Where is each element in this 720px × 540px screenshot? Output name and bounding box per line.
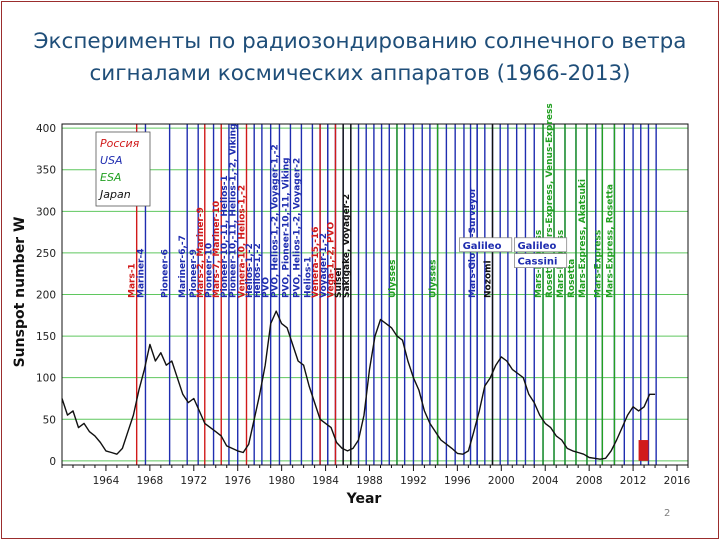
y-tick-label: 50 [43,414,56,426]
spacecraft-label: PVO, Pioneer-10,-11, Viking [281,157,291,298]
y-tick-label: 350 [36,165,56,177]
spacecraft-label: Pioneer-10,-11, Helios-1,-2, Viking [229,123,239,298]
spacecraft-label: Pioneer-9 [189,249,199,298]
spacecraft-label: Suisei [334,267,344,298]
x-tick-label: 1992 [400,475,427,487]
x-tick-label: 2016 [664,475,691,487]
y-tick-label: 100 [36,373,56,385]
spacecraft-label: Mars-7, Mariner-10 [212,201,222,298]
spacecraft-label: Mars-1 [128,263,138,298]
box-label-frame [514,237,568,253]
spacecraft-label: Pioneer-10 [205,243,215,298]
x-tick-label: 1996 [444,475,471,487]
x-tick-label: 1980 [268,475,295,487]
x-tick-label: 1972 [180,475,207,487]
spacecraft-label: Ulysses [388,260,398,298]
spacecraft-label: Vega-1,-2, PVO [326,222,336,298]
y-axis-label: Sunspot number W [12,217,28,368]
spacecraft-label: PVO [262,277,272,298]
legend-entry: USA [100,154,123,167]
box-label: Galileo [517,241,556,252]
legend: Россия USA ESA Japan [95,131,151,207]
slide-title-line-2: сигналами космических аппаратов (1966-20… [89,61,631,86]
x-tick-label: 2000 [488,475,515,487]
highlight-group [638,440,649,461]
x-tick-label: 2008 [576,475,603,487]
x-tick-label: 1964 [93,475,120,487]
spacecraft-label: Mars-Express, Akatsuki [578,179,588,298]
spacecraft-label: Helios-1 [303,257,313,298]
spacecraft-label: Helios-1,-2 [253,243,263,298]
spacecraft-label: Mars-Express, Rosetta [605,184,615,298]
spacecraft-label: Mars-Express [593,230,603,298]
spacecraft-label: Mars-2, Mariner-9 [196,207,206,298]
box-label: Cassini [517,257,557,268]
spacecraft-label: Helios-1,-2 [245,243,255,298]
y-tick-label: 200 [36,290,56,302]
y-tick-label: 0 [49,456,56,468]
x-tick-label: 2012 [620,475,647,487]
spacecraft-label: Mariner-6,-7 [178,235,188,298]
legend-entry: ESA [100,171,121,184]
slide-title-line-1: Эксперименты по радиозондированию солнеч… [33,29,687,54]
plot-frame [61,123,689,466]
spacecraft-label: Venera-10, Helios-1,-2 [238,185,248,298]
axes: 0 50 100 150 200 250 300 350 400 1964 1968 1972 1976… [36,123,691,487]
spacecraft-lines [135,124,657,465]
spacecraft-label: Mariner-4 [136,249,146,299]
slide-title: Эксперименты по радиозондированию солнеч… [0,26,720,90]
x-tick-label: 1988 [356,475,383,487]
spacecraft-label: Rosetta, Mars-Express, Venus-Express [545,103,555,298]
legend-entry: Japan [98,188,131,201]
spacecraft-label: Venera-15,-16 [311,226,321,298]
spacecraft-label: PVO, Helios-1,-2, Voyager-1,-2 [270,144,280,298]
y-tick-label: 400 [36,123,56,135]
sunspot-series-line [61,310,656,460]
spacecraft-label: Pioneer-10,-11, Helios-1 [220,175,230,298]
spacecraft-label: Nozomi [484,260,494,298]
spacecraft-label: PVO, Helios-1,-2, Voyager-2 [292,158,302,298]
x-tick-label: 2004 [532,475,559,487]
box-label: Galileo [463,241,502,252]
series-group [61,310,656,460]
x-tick-label: 1968 [136,475,163,487]
page-number: 2 [664,508,671,519]
spacecraft-label: Voyager-1,-2 [319,233,329,298]
spacecraft-label: Pioneer-6 [161,249,171,298]
x-tick-label: 1976 [224,475,251,487]
spacecraft-label: Sakigake, Voyager-2 [342,194,352,298]
spacecraft-label: Rosetta [567,259,577,298]
legend-box [95,131,151,207]
y-tick-label: 150 [36,331,56,343]
box-label-frame [459,237,513,253]
box-label-frame [514,253,568,268]
x-axis-label: Year [346,491,382,507]
grid-lines [62,127,688,462]
x-tick-label: 1984 [312,475,339,487]
legend-entry: Россия [100,137,140,150]
highlight-bar [638,440,649,461]
y-tick-label: 250 [36,248,56,260]
spacecraft-label: Ulysses [429,260,439,298]
y-tick-label: 300 [36,206,56,218]
